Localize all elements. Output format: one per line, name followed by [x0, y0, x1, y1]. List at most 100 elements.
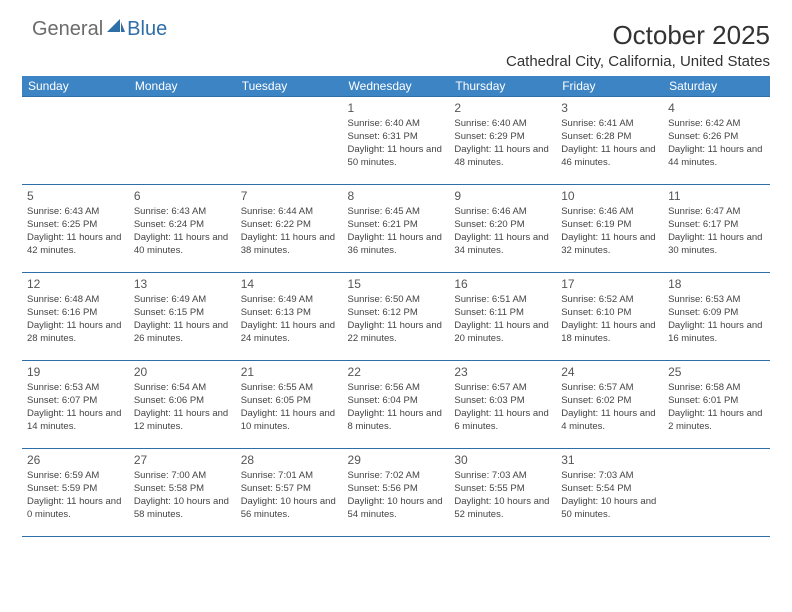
calendar-cell: 15Sunrise: 6:50 AMSunset: 6:12 PMDayligh… — [343, 273, 450, 361]
calendar-cell: 18Sunrise: 6:53 AMSunset: 6:09 PMDayligh… — [663, 273, 770, 361]
day-number: 13 — [134, 276, 231, 292]
daylight-line: Daylight: 11 hours and 32 minutes. — [561, 232, 658, 258]
weekday-header: Thursday — [449, 76, 556, 97]
sunset-line: Sunset: 6:07 PM — [27, 395, 124, 408]
sunrise-line: Sunrise: 6:43 AM — [134, 206, 231, 219]
daylight-line: Daylight: 11 hours and 10 minutes. — [241, 408, 338, 434]
sunset-line: Sunset: 6:10 PM — [561, 307, 658, 320]
day-number: 7 — [241, 188, 338, 204]
day-number: 3 — [561, 100, 658, 116]
sunset-line: Sunset: 6:25 PM — [27, 219, 124, 232]
sunset-line: Sunset: 6:24 PM — [134, 219, 231, 232]
sunset-line: Sunset: 6:13 PM — [241, 307, 338, 320]
daylight-line: Daylight: 11 hours and 4 minutes. — [561, 408, 658, 434]
sunset-line: Sunset: 6:04 PM — [348, 395, 445, 408]
calendar-cell: 23 Sunrise: 6:57 AMSunset: 6:03 PMDayligh… — [449, 361, 556, 449]
calendar-cell: 17Sunrise: 6:52 AMSunset: 6:10 PMDayligh… — [556, 273, 663, 361]
weekday-header: Tuesday — [236, 76, 343, 97]
sunset-line: Sunset: 6:01 PM — [668, 395, 765, 408]
daylight-line: Daylight: 10 hours and 56 minutes. — [241, 496, 338, 522]
calendar-cell: 24Sunrise: 6:57 AMSunset: 6:02 PMDayligh… — [556, 361, 663, 449]
sunset-line: Sunset: 5:59 PM — [27, 483, 124, 496]
calendar-cell — [22, 97, 129, 185]
sunset-line: Sunset: 6:06 PM — [134, 395, 231, 408]
sunrise-line: Sunrise: 6:48 AM — [27, 294, 124, 307]
sunset-line: Sunset: 5:54 PM — [561, 483, 658, 496]
day-number: 1 — [348, 100, 445, 116]
calendar-cell: 26Sunrise: 6:59 AMSunset: 5:59 PMDayligh… — [22, 449, 129, 537]
sunset-line: Sunset: 5:55 PM — [454, 483, 551, 496]
sunset-line: Sunset: 6:02 PM — [561, 395, 658, 408]
day-number: 30 — [454, 452, 551, 468]
calendar-cell: 6Sunrise: 6:43 AMSunset: 6:24 PMDaylight… — [129, 185, 236, 273]
daylight-line: Daylight: 11 hours and 50 minutes. — [348, 144, 445, 170]
calendar-cell: 1Sunrise: 6:40 AMSunset: 6:31 PMDaylight… — [343, 97, 450, 185]
sunset-line: Sunset: 6:28 PM — [561, 131, 658, 144]
daylight-line: Daylight: 11 hours and 38 minutes. — [241, 232, 338, 258]
calendar-row: 26Sunrise: 6:59 AMSunset: 5:59 PMDayligh… — [22, 449, 770, 537]
calendar-cell: 13Sunrise: 6:49 AMSunset: 6:15 PMDayligh… — [129, 273, 236, 361]
calendar-cell: 10Sunrise: 6:46 AMSunset: 6:19 PMDayligh… — [556, 185, 663, 273]
daylight-line: Daylight: 11 hours and 6 minutes. — [454, 408, 551, 434]
calendar-cell: 25Sunrise: 6:58 AMSunset: 6:01 PMDayligh… — [663, 361, 770, 449]
calendar-cell — [236, 97, 343, 185]
sunrise-line: Sunrise: 7:03 AM — [454, 470, 551, 483]
logo: General Blue — [32, 18, 167, 41]
day-number: 21 — [241, 364, 338, 380]
sunset-line: Sunset: 6:17 PM — [668, 219, 765, 232]
sunset-line: Sunset: 6:16 PM — [27, 307, 124, 320]
calendar-cell: 8Sunrise: 6:45 AMSunset: 6:21 PMDaylight… — [343, 185, 450, 273]
sunset-line: Sunset: 6:03 PM — [454, 395, 551, 408]
calendar-cell: 30Sunrise: 7:03 AMSunset: 5:55 PMDayligh… — [449, 449, 556, 537]
logo-text-general: General — [32, 18, 103, 41]
day-number: 19 — [27, 364, 124, 380]
daylight-line: Daylight: 11 hours and 12 minutes. — [134, 408, 231, 434]
day-number: 20 — [134, 364, 231, 380]
daylight-line: Daylight: 11 hours and 16 minutes. — [668, 320, 765, 346]
day-number: 24 — [561, 364, 658, 380]
calendar-cell: 20Sunrise: 6:54 AMSunset: 6:06 PMDayligh… — [129, 361, 236, 449]
daylight-line: Daylight: 11 hours and 42 minutes. — [27, 232, 124, 258]
daylight-line: Daylight: 11 hours and 20 minutes. — [454, 320, 551, 346]
weekday-header: Wednesday — [343, 76, 450, 97]
calendar-cell: 21 Sunrise: 6:55 AMSunset: 6:05 PMDayligh… — [236, 361, 343, 449]
calendar-row: 12Sunrise: 6:48 AMSunset: 6:16 PMDayligh… — [22, 273, 770, 361]
logo-text-blue: Blue — [127, 18, 167, 41]
day-number: 31 — [561, 452, 658, 468]
day-number: 29 — [348, 452, 445, 468]
calendar-row: 5Sunrise: 6:43 AMSunset: 6:25 PMDaylight… — [22, 185, 770, 273]
sunrise-line: Sunrise: 7:03 AM — [561, 470, 658, 483]
day-number: 2 — [454, 100, 551, 116]
sunrise-line: Sunrise: 6:57 AM — [454, 382, 551, 395]
weekday-header: Monday — [129, 76, 236, 97]
daylight-line: Daylight: 11 hours and 30 minutes. — [668, 232, 765, 258]
day-number: 26 — [27, 452, 124, 468]
daylight-line: Daylight: 11 hours and 14 minutes. — [27, 408, 124, 434]
calendar-body: 1Sunrise: 6:40 AMSunset: 6:31 PMDaylight… — [22, 97, 770, 537]
daylight-line: Daylight: 11 hours and 40 minutes. — [134, 232, 231, 258]
sunrise-line: Sunrise: 6:47 AM — [668, 206, 765, 219]
daylight-line: Daylight: 11 hours and 2 minutes. — [668, 408, 765, 434]
calendar-cell: 5Sunrise: 6:43 AMSunset: 6:25 PMDaylight… — [22, 185, 129, 273]
sunrise-line: Sunrise: 6:55 AM — [241, 382, 338, 395]
sunset-line: Sunset: 5:57 PM — [241, 483, 338, 496]
weekday-header: Saturday — [663, 76, 770, 97]
daylight-line: Daylight: 11 hours and 34 minutes. — [454, 232, 551, 258]
sunset-line: Sunset: 6:05 PM — [241, 395, 338, 408]
weekday-header: Sunday — [22, 76, 129, 97]
sunrise-line: Sunrise: 6:49 AM — [241, 294, 338, 307]
day-number: 23 — [454, 364, 551, 380]
daylight-line: Daylight: 10 hours and 50 minutes. — [561, 496, 658, 522]
daylight-line: Daylight: 11 hours and 26 minutes. — [134, 320, 231, 346]
sunrise-line: Sunrise: 6:42 AM — [668, 118, 765, 131]
sunrise-line: Sunrise: 6:58 AM — [668, 382, 765, 395]
calendar-row: 19Sunrise: 6:53 AMSunset: 6:07 PMDayligh… — [22, 361, 770, 449]
daylight-line: Daylight: 11 hours and 36 minutes. — [348, 232, 445, 258]
sunset-line: Sunset: 6:20 PM — [454, 219, 551, 232]
calendar-cell: 27Sunrise: 7:00 AMSunset: 5:58 PMDayligh… — [129, 449, 236, 537]
calendar-cell: 29Sunrise: 7:02 AMSunset: 5:56 PMDayligh… — [343, 449, 450, 537]
sunrise-line: Sunrise: 7:02 AM — [348, 470, 445, 483]
calendar-cell: 14Sunrise: 6:49 AMSunset: 6:13 PMDayligh… — [236, 273, 343, 361]
sunrise-line: Sunrise: 6:40 AM — [454, 118, 551, 131]
daylight-line: Daylight: 11 hours and 0 minutes. — [27, 496, 124, 522]
